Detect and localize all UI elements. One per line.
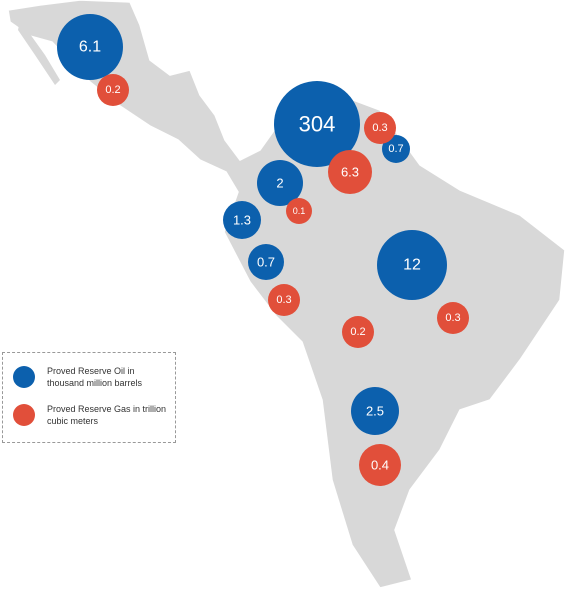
legend-swatch — [13, 404, 35, 426]
legend-label: Proved Reserve Oil in thousand million b… — [47, 366, 143, 388]
bubble-label: 0.4 — [371, 458, 389, 473]
bubble — [268, 284, 300, 316]
bubble — [364, 112, 396, 144]
bubble-label: 12 — [403, 257, 421, 274]
bubble — [97, 74, 129, 106]
bubble-label: 304 — [299, 112, 336, 137]
bubble — [342, 316, 374, 348]
legend-label: Proved Reserve Gas in trillion cubic met… — [47, 404, 167, 426]
bubble-label: 6.1 — [79, 39, 101, 56]
legend-item: Proved Reserve Oil in thousand million b… — [13, 365, 172, 389]
legend: Proved Reserve Oil in thousand million b… — [2, 352, 176, 443]
bubble-label: 2.5 — [366, 404, 384, 419]
bubble — [437, 302, 469, 334]
bubble-label: 0.3 — [372, 122, 387, 134]
bubble — [257, 160, 303, 206]
bubble-label: 0.1 — [293, 206, 306, 216]
bubble — [359, 444, 401, 486]
legend-swatch — [13, 366, 35, 388]
bubble-label: 0.3 — [445, 312, 460, 324]
bubble — [248, 244, 284, 280]
bubble — [57, 14, 123, 80]
bubble — [328, 150, 372, 194]
bubble-label: 0.7 — [257, 255, 275, 270]
bubble — [382, 135, 410, 163]
bubble-label: 1.3 — [233, 213, 251, 228]
bubble — [377, 230, 447, 300]
legend-item: Proved Reserve Gas in trillion cubic met… — [13, 403, 172, 427]
land — [18, 20, 60, 85]
bubble-label: 0.2 — [105, 84, 120, 96]
bubble-label: 0.2 — [350, 326, 365, 338]
bubble — [286, 198, 312, 224]
bubble-label: 0.7 — [388, 143, 403, 155]
bubble-label: 0.3 — [276, 294, 291, 306]
bubble-label: 2 — [276, 176, 283, 191]
bubble — [223, 201, 261, 239]
bubble — [274, 81, 360, 167]
bubble-label: 6.3 — [341, 165, 359, 180]
bubble — [351, 387, 399, 435]
